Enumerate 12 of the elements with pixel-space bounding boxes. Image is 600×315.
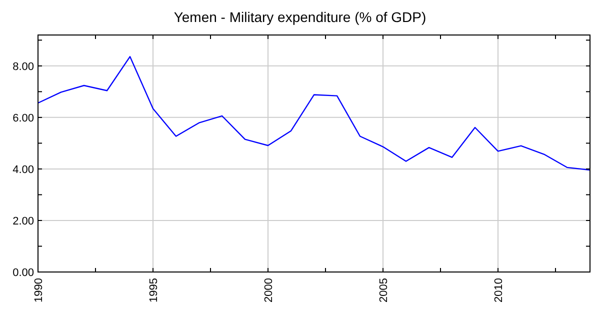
y-tick-label: 4.00 [12, 164, 34, 176]
y-tick-label: 8.00 [12, 60, 34, 73]
x-tick-label: 1990 [33, 278, 45, 302]
x-tick-label: 2000 [263, 278, 275, 302]
y-tick-label: 0.00 [12, 267, 34, 279]
y-tick-label: 6.00 [12, 112, 34, 124]
x-tick-label: 2010 [493, 278, 505, 302]
line-series [37, 56, 591, 171]
chart-title: Yemen - Military expenditure (% of GDP) [174, 9, 426, 25]
x-tick-label: 1995 [148, 278, 160, 302]
x-tick-label: 2005 [378, 278, 390, 302]
y-tick-label: 2.00 [12, 215, 34, 228]
